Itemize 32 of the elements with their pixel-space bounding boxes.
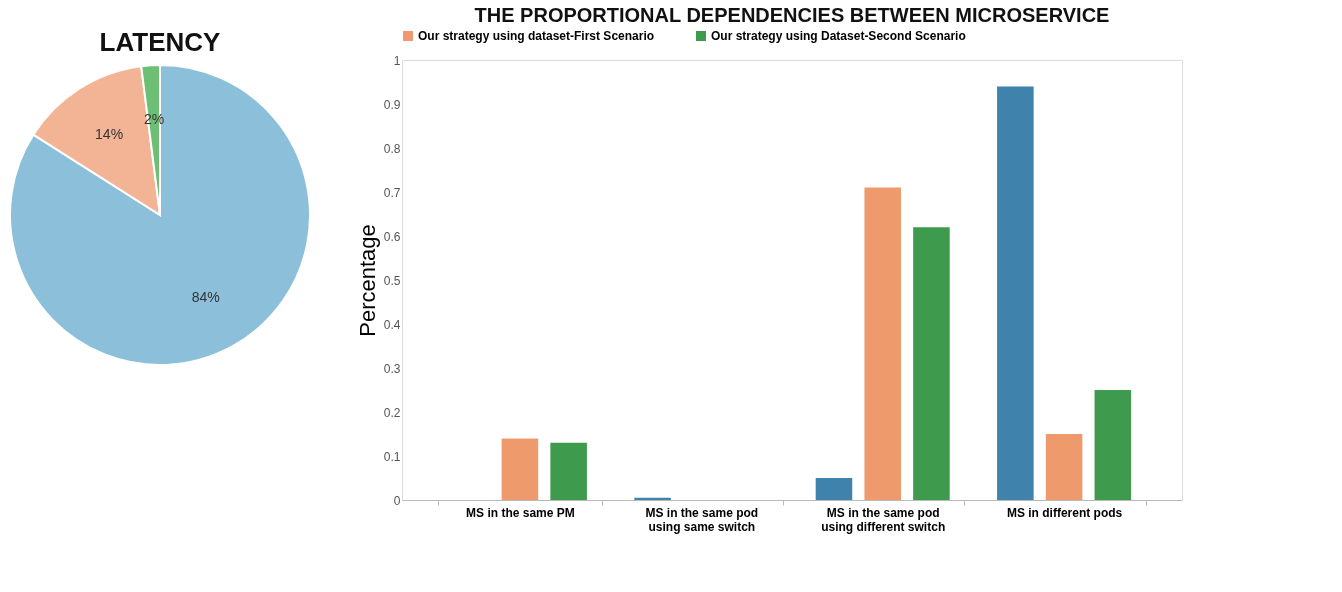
bar bbox=[913, 227, 950, 500]
bar bbox=[1045, 434, 1083, 500]
legend-label: Our strategy using dataset-First Scenario bbox=[418, 29, 655, 43]
y-axis-title: Percentage bbox=[354, 224, 380, 337]
y-tick-label: 0 bbox=[393, 493, 401, 508]
legend-label: Our strategy using Dataset-Second Scenario bbox=[711, 29, 966, 43]
data-label: 14% bbox=[95, 125, 124, 142]
x-tick-label: MS in different pods bbox=[1006, 505, 1123, 520]
x-tick-label: MS in the same pod using different switch bbox=[821, 505, 946, 534]
y-tick-label: 0.9 bbox=[383, 97, 401, 112]
y-tick-label: 1 bbox=[393, 53, 401, 68]
chart-title: LATENCY bbox=[99, 27, 221, 57]
bar bbox=[501, 438, 539, 500]
y-tick-label: 0.8 bbox=[383, 141, 401, 156]
y-tick-label: 0.3 bbox=[383, 361, 401, 376]
bar bbox=[1094, 390, 1132, 500]
y-tick-label: 0.5 bbox=[383, 273, 401, 288]
bar bbox=[634, 497, 671, 500]
bar bbox=[864, 187, 901, 500]
x-tick-label: MS in the same pod using same switch bbox=[645, 505, 759, 534]
y-tick-label: 0.4 bbox=[383, 317, 401, 332]
y-tick-label: 0.2 bbox=[383, 405, 401, 420]
pie-slice bbox=[9, 64, 311, 366]
x-tick-label: MS in the same PM bbox=[466, 505, 575, 520]
bar bbox=[815, 478, 853, 500]
y-tick-label: 0.6 bbox=[383, 229, 401, 244]
bar bbox=[550, 442, 587, 500]
bar bbox=[997, 86, 1034, 500]
data-label: 84% bbox=[191, 289, 220, 306]
y-tick-label: 0.7 bbox=[383, 185, 401, 200]
chart-title: THE PROPORTIONAL DEPENDENCIES BETWEEN MICROSERVICE bbox=[474, 4, 1110, 26]
y-tick-label: 0.1 bbox=[383, 449, 401, 464]
